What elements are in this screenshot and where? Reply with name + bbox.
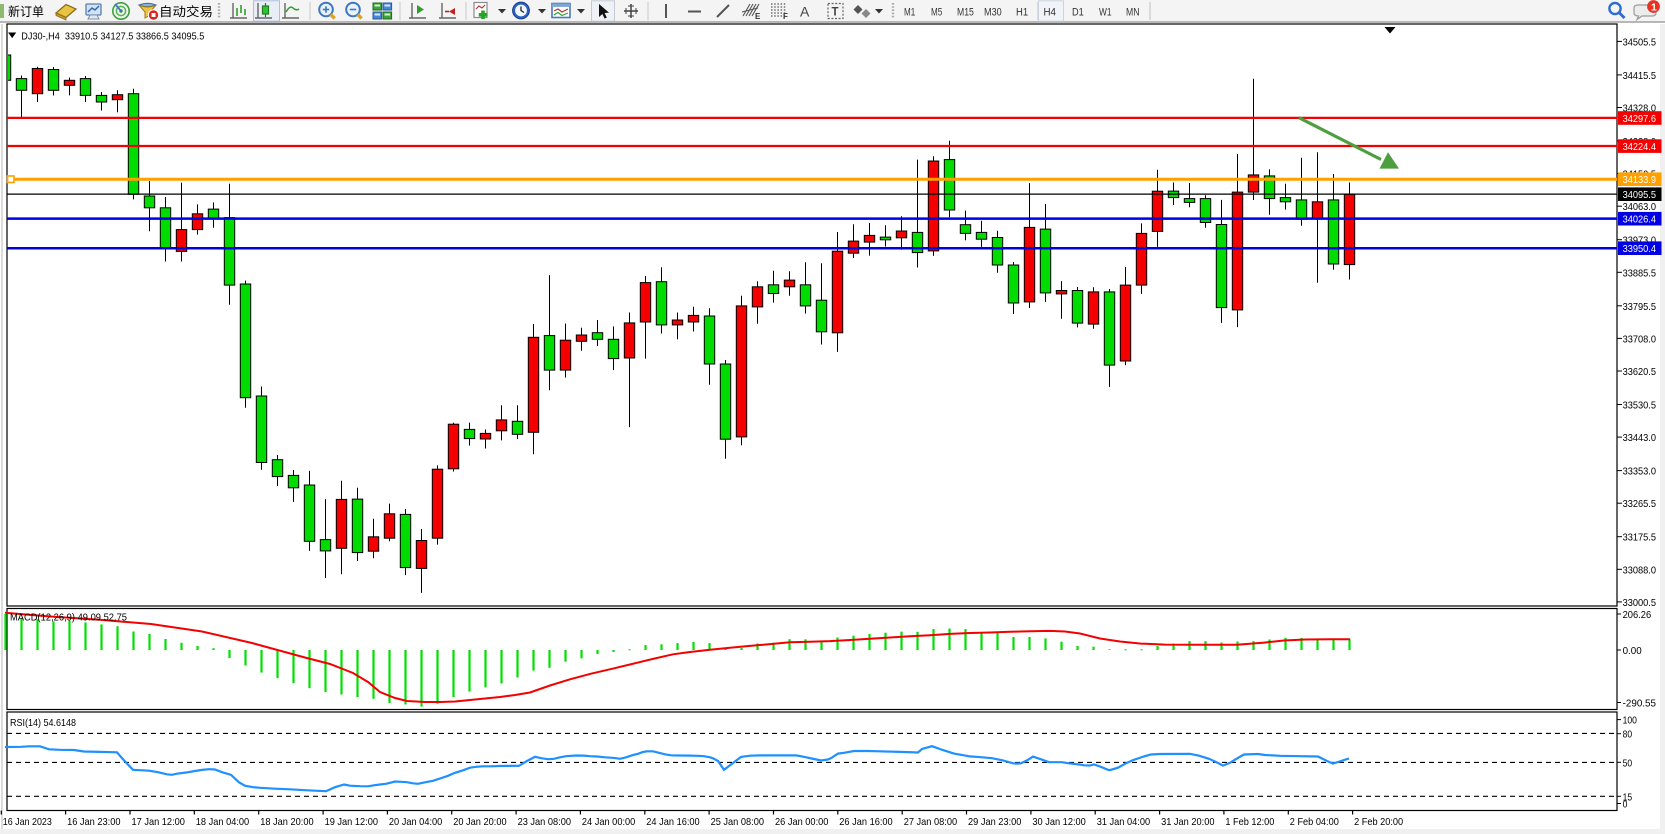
svg-text:0.00: 0.00 (1623, 645, 1642, 657)
svg-text:RSI(14) 54.6148: RSI(14) 54.6148 (10, 717, 76, 729)
svg-text:23 Jan 08:00: 23 Jan 08:00 (518, 816, 572, 828)
svg-text:34026.4: 34026.4 (1623, 214, 1657, 226)
svg-text:33443.0: 33443.0 (1623, 432, 1657, 444)
svg-text:1: 1 (1651, 2, 1657, 14)
svg-text:24 Jan 00:00: 24 Jan 00:00 (582, 816, 636, 828)
svg-text:19 Jan 12:00: 19 Jan 12:00 (325, 816, 379, 828)
svg-text:20 Jan 20:00: 20 Jan 20:00 (453, 816, 507, 828)
svg-text:16 Jan 2023: 16 Jan 2023 (3, 816, 52, 828)
svg-text:206.26: 206.26 (1623, 609, 1652, 621)
svg-text:33353.0: 33353.0 (1623, 466, 1657, 478)
svg-text:0: 0 (1623, 799, 1628, 811)
svg-text:33620.5: 33620.5 (1623, 366, 1657, 378)
svg-text:MACD(12,26,9) 49.09 52.75: MACD(12,26,9) 49.09 52.75 (10, 612, 127, 624)
svg-text:30 Jan 12:00: 30 Jan 12:00 (1032, 816, 1086, 828)
svg-text:34095.5: 34095.5 (1623, 189, 1657, 201)
svg-text:2 Feb 20:00: 2 Feb 20:00 (1354, 816, 1403, 828)
svg-text:100: 100 (1623, 715, 1637, 727)
svg-text:自动交易: 自动交易 (159, 4, 213, 19)
svg-text:34063.0: 34063.0 (1623, 201, 1657, 213)
svg-text:16 Jan 23:00: 16 Jan 23:00 (67, 816, 121, 828)
svg-text:2 Feb 04:00: 2 Feb 04:00 (1290, 816, 1339, 828)
svg-text:27 Jan 08:00: 27 Jan 08:00 (904, 816, 958, 828)
svg-text:33708.0: 33708.0 (1623, 333, 1657, 345)
svg-text:34505.5: 34505.5 (1623, 36, 1657, 48)
svg-text:34415.5: 34415.5 (1623, 70, 1657, 82)
svg-text:M5: M5 (931, 7, 942, 19)
svg-text:34297.6: 34297.6 (1623, 113, 1657, 125)
svg-text:33088.0: 33088.0 (1623, 564, 1657, 576)
svg-text:20 Jan 04:00: 20 Jan 04:00 (389, 816, 443, 828)
svg-text:33175.5: 33175.5 (1623, 532, 1657, 544)
svg-text:26 Jan 16:00: 26 Jan 16:00 (839, 816, 893, 828)
svg-text:MN: MN (1126, 7, 1140, 19)
svg-text:50: 50 (1623, 757, 1633, 769)
svg-text:T: T (832, 7, 839, 19)
svg-text:H4: H4 (1044, 7, 1057, 19)
svg-text:33795.5: 33795.5 (1623, 301, 1657, 313)
svg-text:31 Jan 20:00: 31 Jan 20:00 (1161, 816, 1215, 828)
svg-text:D1: D1 (1072, 7, 1084, 19)
svg-text:E: E (755, 12, 761, 21)
svg-text:34133.9: 34133.9 (1623, 174, 1657, 186)
svg-text:M15: M15 (957, 7, 974, 19)
svg-text:F: F (783, 12, 788, 21)
svg-text:-290.55: -290.55 (1623, 698, 1657, 710)
svg-text:34224.4: 34224.4 (1623, 141, 1657, 153)
svg-text:H1: H1 (1016, 7, 1028, 19)
svg-text:80: 80 (1623, 729, 1633, 741)
svg-text:33265.5: 33265.5 (1623, 498, 1657, 510)
svg-text:W1: W1 (1099, 7, 1112, 19)
svg-text:M30: M30 (984, 7, 1002, 19)
svg-text:29 Jan 23:00: 29 Jan 23:00 (968, 816, 1022, 828)
svg-text:18 Jan 04:00: 18 Jan 04:00 (196, 816, 250, 828)
svg-text:31 Jan 04:00: 31 Jan 04:00 (1097, 816, 1151, 828)
svg-text:25 Jan 08:00: 25 Jan 08:00 (711, 816, 765, 828)
svg-text:18 Jan 20:00: 18 Jan 20:00 (260, 816, 314, 828)
svg-text:15: 15 (1623, 791, 1633, 803)
svg-text:新订单: 新订单 (8, 4, 44, 19)
svg-text:17 Jan 12:00: 17 Jan 12:00 (132, 816, 186, 828)
svg-text:1 Feb 12:00: 1 Feb 12:00 (1225, 816, 1274, 828)
svg-text:DJ30-,H4 33910.5 34127.5 3386: DJ30-,H4 33910.5 34127.5 33866.5 34095.5 (21, 31, 204, 43)
svg-text:33885.5: 33885.5 (1623, 267, 1657, 279)
svg-text:24 Jan 16:00: 24 Jan 16:00 (646, 816, 700, 828)
svg-text:33530.5: 33530.5 (1623, 400, 1657, 412)
svg-text:M1: M1 (904, 7, 915, 19)
svg-text:33950.4: 33950.4 (1623, 243, 1657, 255)
svg-text:33000.5: 33000.5 (1623, 597, 1657, 609)
svg-text:A: A (800, 4, 810, 20)
svg-text:26 Jan 00:00: 26 Jan 00:00 (775, 816, 829, 828)
